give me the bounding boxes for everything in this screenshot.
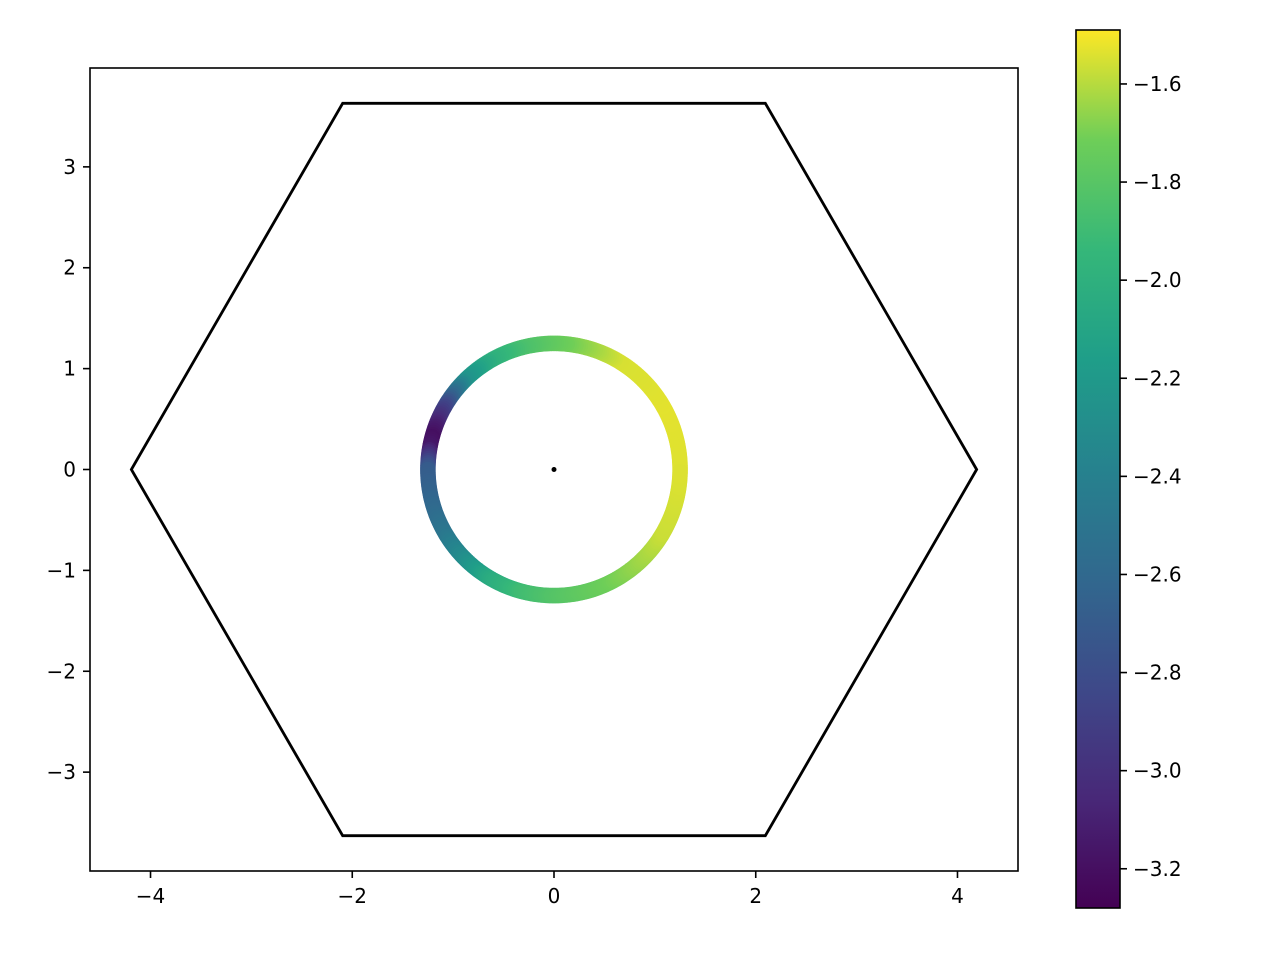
y-tick-label: 3 [63,155,76,179]
ring-scatter [420,335,688,604]
y-tick-label: −2 [47,659,76,683]
colorbar-tick-label: −2.6 [1133,562,1182,586]
colorbar-tick-label: −3.2 [1133,857,1182,881]
y-tick-label: 0 [63,458,76,482]
colorbar-tick-label: −2.2 [1133,366,1182,390]
colorbar-tick-label: −2.4 [1133,464,1182,488]
y-axis: −3 −2 −1 0 1 2 3 [47,155,90,784]
x-tick-label: 0 [548,884,561,908]
x-tick-label: 2 [749,884,762,908]
x-tick-label: −2 [338,884,367,908]
y-tick-label: −3 [47,760,76,784]
x-tick-label: 4 [951,884,964,908]
plot-area: −4 −2 0 2 4 −3 −2 −1 0 1 2 3 [47,67,1019,908]
ring-point [672,463,688,480]
x-tick-label: −4 [136,884,165,908]
colorbar: −3.2 −3.0 −2.8 −2.6 −2.4 −2.2 −2.0 −1.8 −1.6 [1075,29,1182,909]
colorbar-tick-label: −2.0 [1133,268,1182,292]
colorbar-tick-label: −1.6 [1133,72,1182,96]
hexagon-outline [129,101,979,838]
colorbar-tick-label: −3.0 [1133,759,1182,783]
colorbar-tick-label: −1.8 [1133,170,1182,194]
colorbar-gradient [1076,30,1120,908]
colorbar-frame [1075,29,1121,909]
colorbar-tick-label: −2.8 [1133,661,1182,685]
colorbar-axis: −3.2 −3.0 −2.8 −2.6 −2.4 −2.2 −2.0 −1.8 −1.6 [1120,72,1182,881]
y-tick-label: −1 [47,558,76,582]
y-tick-label: 1 [63,357,76,381]
center-point [551,467,557,472]
y-tick-label: 2 [63,256,76,280]
x-axis: −4 −2 0 2 4 [136,871,964,908]
